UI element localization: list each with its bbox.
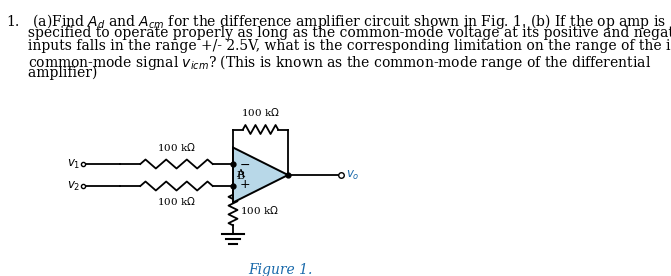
Text: 100 k$\Omega$: 100 k$\Omega$ — [241, 107, 280, 118]
Text: $v_{2}$: $v_{2}$ — [66, 179, 80, 193]
Text: Figure 1.: Figure 1. — [248, 263, 312, 276]
Text: common-mode signal $v_{icm}$? (This is known as the common-mode range of the dif: common-mode signal $v_{icm}$? (This is k… — [6, 52, 651, 71]
Text: B: B — [236, 171, 244, 181]
Polygon shape — [233, 147, 288, 203]
Text: inputs falls in the range +/- 2.5V, what is the corresponding limitation on the : inputs falls in the range +/- 2.5V, what… — [6, 39, 671, 53]
Text: $v_{1}$: $v_{1}$ — [66, 157, 80, 171]
Text: $v_o$: $v_o$ — [346, 168, 360, 182]
Text: 100 k$\Omega$: 100 k$\Omega$ — [240, 204, 279, 216]
Text: 100 k$\Omega$: 100 k$\Omega$ — [157, 195, 196, 207]
Text: 100 k$\Omega$: 100 k$\Omega$ — [157, 141, 196, 153]
Text: −: − — [240, 158, 250, 171]
Text: specified to operate properly as long as the common-mode voltage at its positive: specified to operate properly as long as… — [6, 25, 671, 39]
Text: +: + — [240, 179, 251, 192]
Text: 1.   (a)Find $A_d$ and $A_{cm}$ for the difference amplifier circuit shown in Fi: 1. (a)Find $A_d$ and $A_{cm}$ for the di… — [6, 12, 666, 31]
Text: amplifier): amplifier) — [6, 66, 97, 80]
Text: A: A — [236, 169, 244, 179]
